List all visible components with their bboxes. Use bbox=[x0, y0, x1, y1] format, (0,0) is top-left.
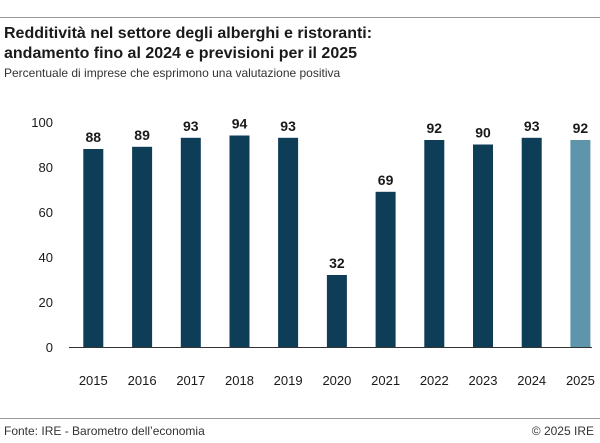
bar bbox=[229, 135, 250, 347]
y-tick-label: 100 bbox=[31, 115, 53, 130]
x-tick-label: 2015 bbox=[79, 373, 108, 388]
data-label: 94 bbox=[232, 116, 248, 132]
x-tick-label: 2024 bbox=[517, 373, 546, 388]
bar bbox=[521, 137, 542, 348]
x-tick-label: 2018 bbox=[225, 373, 254, 388]
bar bbox=[180, 137, 201, 348]
bar bbox=[278, 137, 299, 348]
y-tick-label: 0 bbox=[46, 340, 53, 355]
data-label: 93 bbox=[183, 118, 199, 134]
bar bbox=[83, 149, 104, 347]
chart-title-line1: Redditività nel settore degli alberghi e… bbox=[4, 25, 373, 42]
source-note: Fonte: IRE - Barometro dell’economia bbox=[4, 424, 205, 438]
bar bbox=[375, 191, 396, 348]
x-tick-label: 2016 bbox=[128, 373, 157, 388]
data-label: 89 bbox=[134, 127, 150, 143]
x-tick-label: 2021 bbox=[371, 373, 400, 388]
data-label: 90 bbox=[475, 125, 491, 141]
x-tick-label: 2020 bbox=[322, 373, 351, 388]
bar bbox=[326, 275, 347, 347]
y-tick-label: 40 bbox=[39, 250, 53, 265]
data-label: 93 bbox=[280, 118, 296, 134]
data-label: 69 bbox=[378, 172, 394, 188]
chart-title-line2: andamento fino al 2024 e previsioni per … bbox=[4, 45, 358, 62]
top-rule bbox=[0, 17, 600, 18]
data-label: 88 bbox=[86, 129, 102, 145]
x-tick-label: 2017 bbox=[176, 373, 205, 388]
data-label: 93 bbox=[524, 118, 540, 134]
bar bbox=[424, 140, 445, 347]
bar-chart: 0 20 40 60 80 100 88 2015 89 2016 93 2017 94 2018 93 20… bbox=[31, 115, 595, 388]
x-tick-label: 2025 bbox=[566, 373, 595, 388]
x-tick-label: 2023 bbox=[469, 373, 498, 388]
chart-subtitle: Percentuale di imprese che esprimono una… bbox=[4, 66, 341, 80]
y-tick-label: 60 bbox=[39, 205, 53, 220]
copyright-note: © 2025 IRE bbox=[531, 424, 594, 438]
bar bbox=[473, 144, 493, 347]
y-tick-label: 80 bbox=[39, 160, 53, 175]
bottom-rule bbox=[0, 418, 600, 419]
bar bbox=[132, 146, 153, 348]
x-tick-label: 2022 bbox=[420, 373, 449, 388]
chart-title: Redditività nel settore degli alberghi e… bbox=[4, 24, 594, 64]
data-label: 92 bbox=[573, 120, 589, 136]
y-tick-label: 20 bbox=[39, 295, 53, 310]
x-tick-label: 2019 bbox=[274, 373, 303, 388]
bar bbox=[570, 140, 591, 347]
data-label: 92 bbox=[427, 120, 443, 136]
data-label: 32 bbox=[329, 255, 345, 271]
